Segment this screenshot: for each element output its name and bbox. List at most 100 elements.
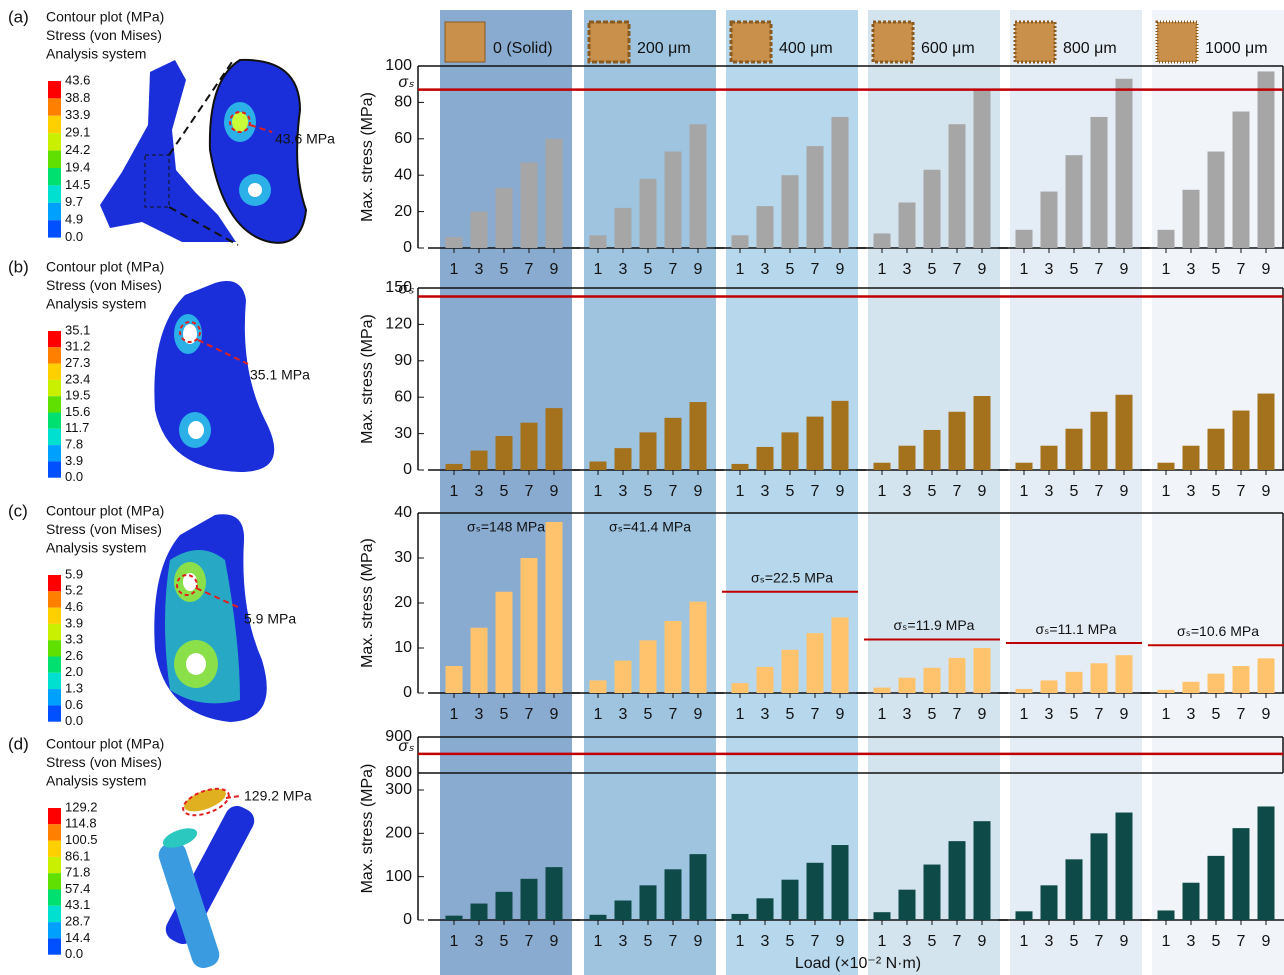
- x-tick-label: 1: [1162, 483, 1171, 500]
- column-header: 0 (Solid): [493, 40, 553, 57]
- x-tick-label: 9: [694, 933, 703, 950]
- legend-swatch: [48, 873, 61, 889]
- legend-swatch: [48, 185, 61, 202]
- x-tick-label: 1: [736, 706, 745, 723]
- y-tick-label: 90: [394, 352, 412, 369]
- x-tick-label: 7: [1237, 261, 1246, 278]
- bar: [732, 914, 749, 920]
- x-tick-label: 1: [736, 261, 745, 278]
- x-tick-label: 5: [500, 483, 509, 500]
- x-tick-label: 3: [1187, 261, 1196, 278]
- x-tick-label: 3: [1187, 933, 1196, 950]
- bar: [496, 592, 513, 693]
- legend-label: 27.3: [65, 355, 90, 370]
- x-tick-label: 9: [694, 261, 703, 278]
- x-tick-label: 5: [786, 933, 795, 950]
- x-tick-label: 5: [1070, 261, 1079, 278]
- legend-label: 19.5: [65, 388, 90, 403]
- bar: [1208, 152, 1225, 248]
- legend-label: 23.4: [65, 371, 90, 386]
- x-tick-label: 1: [1020, 706, 1029, 723]
- bar: [640, 432, 657, 470]
- x-tick-label: 1: [878, 706, 887, 723]
- hot-spot: [232, 112, 248, 132]
- y-tick-label: 20: [394, 203, 412, 220]
- contour-a: [100, 60, 306, 245]
- x-tick-label: 5: [500, 261, 509, 278]
- bar: [1066, 429, 1083, 470]
- contour-title: Contour plot (MPa): [46, 9, 164, 25]
- legend-label: 43.6: [65, 72, 90, 87]
- legend-label: 31.2: [65, 339, 90, 354]
- bar: [1258, 658, 1275, 693]
- bar: [899, 890, 916, 920]
- x-tick-label: 3: [903, 261, 912, 278]
- x-tick-label: 9: [1262, 706, 1271, 723]
- x-tick-label: 7: [811, 483, 820, 500]
- bar: [1041, 192, 1058, 248]
- x-tick-label: 1: [450, 933, 459, 950]
- y-axis-label: Max. stress (MPa): [359, 314, 376, 444]
- bar: [924, 430, 941, 470]
- bar: [1091, 663, 1108, 693]
- legend-label: 35.1: [65, 322, 90, 337]
- bar: [807, 633, 824, 693]
- x-tick-label: 7: [1095, 261, 1104, 278]
- x-tick-label: 9: [1262, 483, 1271, 500]
- x-tick-label: 3: [903, 706, 912, 723]
- x-tick-label: 7: [953, 261, 962, 278]
- x-tick-label: 9: [550, 261, 559, 278]
- bar: [446, 666, 463, 693]
- legend-label: 2.6: [65, 648, 83, 663]
- bar: [1091, 412, 1108, 470]
- cube-icon: [873, 22, 913, 62]
- x-tick-label: 5: [786, 483, 795, 500]
- bar: [974, 648, 991, 693]
- bar: [1233, 112, 1250, 249]
- x-tick-label: 3: [619, 261, 628, 278]
- bar: [1041, 680, 1058, 693]
- legend-label: 0.0: [65, 229, 83, 244]
- bar: [949, 658, 966, 693]
- x-tick-label: 9: [836, 706, 845, 723]
- contour-title: Stress (von Mises): [46, 27, 162, 43]
- bar: [521, 558, 538, 693]
- legend-swatch: [48, 705, 61, 721]
- x-tick-label: 5: [1070, 933, 1079, 950]
- bar: [924, 865, 941, 920]
- bar: [1016, 911, 1033, 920]
- x-tick-label: 7: [1095, 483, 1104, 500]
- bar: [471, 451, 488, 470]
- x-tick-label: 9: [978, 933, 987, 950]
- bar: [665, 869, 682, 920]
- x-tick-label: 1: [1162, 933, 1171, 950]
- y-tick-label: 30: [394, 549, 412, 566]
- legend-label: 3.9: [65, 615, 83, 630]
- bar: [590, 915, 607, 920]
- x-tick-label: 9: [836, 261, 845, 278]
- bar: [1016, 689, 1033, 693]
- contour-title: Stress (von Mises): [46, 754, 162, 770]
- legend-swatch: [48, 116, 61, 133]
- bar: [1233, 828, 1250, 920]
- legend-label: 28.7: [65, 914, 90, 929]
- legend-label: 4.6: [65, 599, 83, 614]
- legend-swatch: [48, 364, 61, 380]
- x-tick-label: 1: [1162, 706, 1171, 723]
- x-tick-label: 5: [644, 261, 653, 278]
- bar: [1041, 885, 1058, 920]
- x-tick-label: 3: [475, 706, 484, 723]
- x-tick-label: 1: [450, 261, 459, 278]
- x-tick-label: 7: [525, 706, 534, 723]
- y-tick-label: 0: [403, 461, 412, 478]
- legend-swatch: [48, 808, 61, 824]
- bar: [1066, 672, 1083, 693]
- bar: [446, 916, 463, 920]
- y-tick-label: 30: [394, 425, 412, 442]
- legend-swatch: [48, 673, 61, 689]
- x-tick-label: 1: [594, 933, 603, 950]
- max-stress-label: 5.9 MPa: [244, 611, 296, 627]
- bar: [471, 212, 488, 248]
- x-tick-label: 1: [594, 706, 603, 723]
- bar: [640, 179, 657, 248]
